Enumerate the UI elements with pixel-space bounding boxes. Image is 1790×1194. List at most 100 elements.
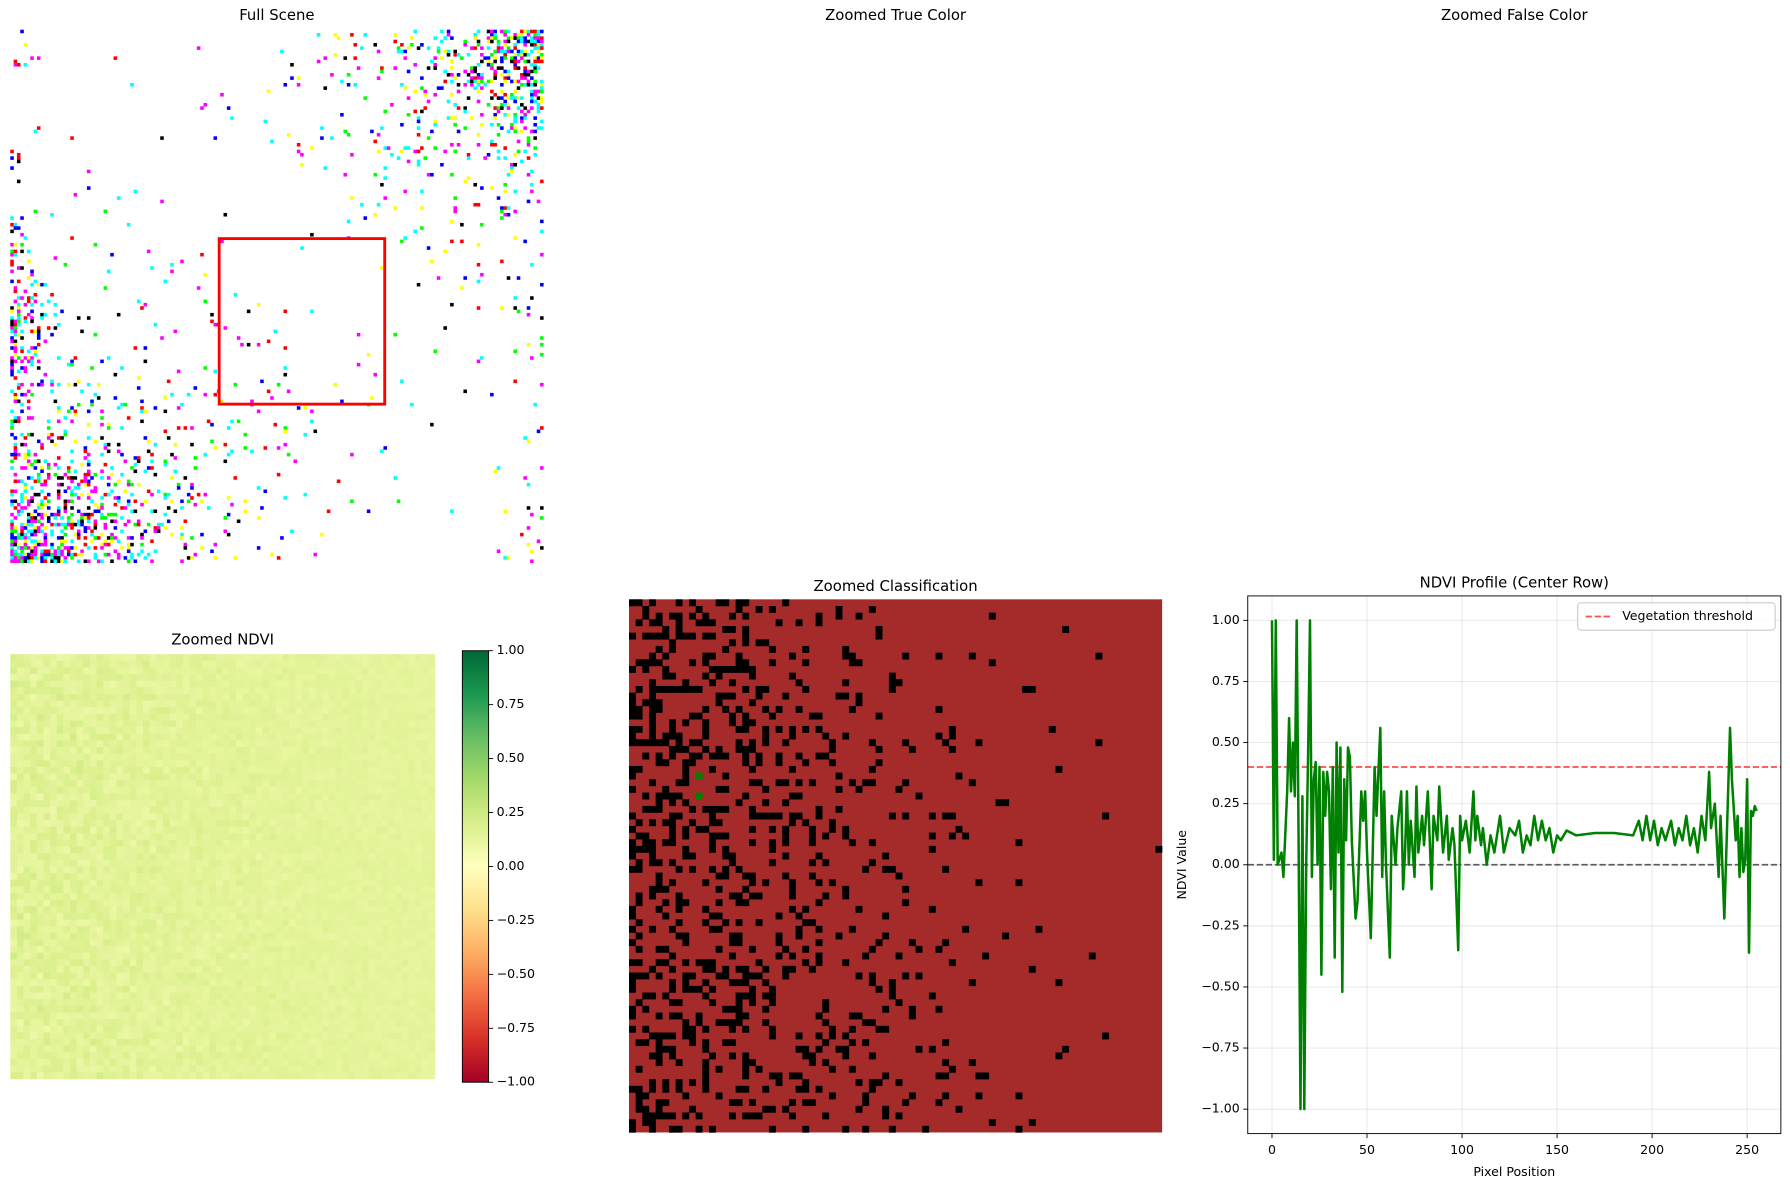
ndvi-pixel [262,754,269,761]
ndvi-pixel [243,707,250,714]
scene-pixel [194,503,198,507]
ndvi-pixel [216,979,223,986]
ndvi-pixel [203,959,210,966]
ndvi-pixel [256,734,263,741]
ndvi-pixel [329,740,336,747]
ndvi-pixel [282,853,289,860]
ndvi-pixel [83,1059,90,1066]
ndvi-pixel [269,913,276,920]
ndvi-pixel [329,939,336,946]
scene-pixel [94,519,98,523]
ndvi-pixel [83,840,90,847]
ndvi-pixel [329,946,336,953]
scene-pixel [140,549,144,553]
ndvi-pixel [83,913,90,920]
ndvi-pixel [136,701,143,708]
scene-pixel [40,506,44,510]
scene-pixel [20,466,24,470]
ndvi-pixel [116,734,123,741]
ndvi-pixel [243,780,250,787]
ndvi-pixel [77,1012,84,1019]
ndvi-pixel [17,893,24,900]
ndvi-pixel [203,860,210,867]
ndvi-pixel [50,807,57,814]
scene-pixel [17,416,21,420]
ndvi-pixel [209,873,216,880]
ndvi-pixel [329,979,336,986]
scene-pixel [164,430,168,434]
ndvi-pixel [77,999,84,1006]
ndvi-pixel [183,873,190,880]
ndvi-pixel [10,939,17,946]
scene-pixel [527,30,531,34]
scene-pixel [120,453,124,457]
ndvi-pixel [282,840,289,847]
ndvi-pixel [329,760,336,767]
ndvi-pixel [103,939,110,946]
ndvi-pixel [223,813,230,820]
ndvi-pixel [349,999,356,1006]
ndvi-pixel [43,900,50,907]
scene-pixel [14,556,18,560]
ndvi-pixel [123,827,130,834]
ndvi-pixel [236,853,243,860]
ndvi-pixel [123,654,130,661]
scene-pixel [120,403,124,407]
ndvi-pixel [77,1006,84,1013]
ndvi-pixel [123,986,130,993]
ndvi-pixel [116,774,123,781]
scene-pixel [490,33,494,37]
ndvi-pixel [63,734,70,741]
scene-pixel [503,40,507,44]
ndvi-pixel [282,674,289,681]
ndvi-pixel [309,787,316,794]
ndvi-pixel [243,1072,250,1079]
scene-pixel [27,296,31,300]
ndvi-pixel [322,747,329,754]
ndvi-pixel [243,966,250,973]
ndvi-pixel [116,787,123,794]
ndvi-pixel [269,973,276,980]
scene-pixel [353,56,357,60]
scene-pixel [20,383,24,387]
ndvi-pixel [296,820,303,827]
scene-pixel [60,543,64,547]
scene-pixel [150,493,154,497]
ndvi-pixel [77,827,84,834]
scene-pixel [330,136,334,140]
ndvi-pixel [216,1072,223,1079]
ndvi-pixel [183,754,190,761]
scene-pixel [17,536,21,540]
ndvi-pixel [269,979,276,986]
ndvi-pixel [262,900,269,907]
ndvi-pixel [216,1052,223,1059]
ndvi-pixel [57,687,64,694]
scene-pixel [37,513,41,517]
ndvi-pixel [156,767,163,774]
ndvi-pixel [24,860,31,867]
scene-pixel [383,196,387,200]
ndvi-pixel [136,720,143,727]
ndvi-pixel [24,820,31,827]
ndvi-pixel [130,1059,137,1066]
ndvi-pixel [70,793,77,800]
scene-pixel [10,423,14,427]
ndvi-pixel [143,787,150,794]
ndvi-pixel [216,933,223,940]
ndvi-pixel [116,886,123,893]
scene-pixel [87,410,91,414]
scene-pixel [540,466,544,470]
ndvi-pixel [322,714,329,721]
ndvi-pixel [70,926,77,933]
ndvi-pixel [289,993,296,1000]
scene-pixel [530,76,534,80]
ndvi-pixel [10,701,17,708]
scene-pixel [194,466,198,470]
ndvi-pixel [355,767,362,774]
scene-pixel [120,516,124,520]
ndvi-pixel [236,807,243,814]
scene-pixel [47,300,51,304]
ndvi-pixel [110,800,117,807]
ndvi-pixel [170,920,177,927]
ndvi-pixel [57,813,64,820]
